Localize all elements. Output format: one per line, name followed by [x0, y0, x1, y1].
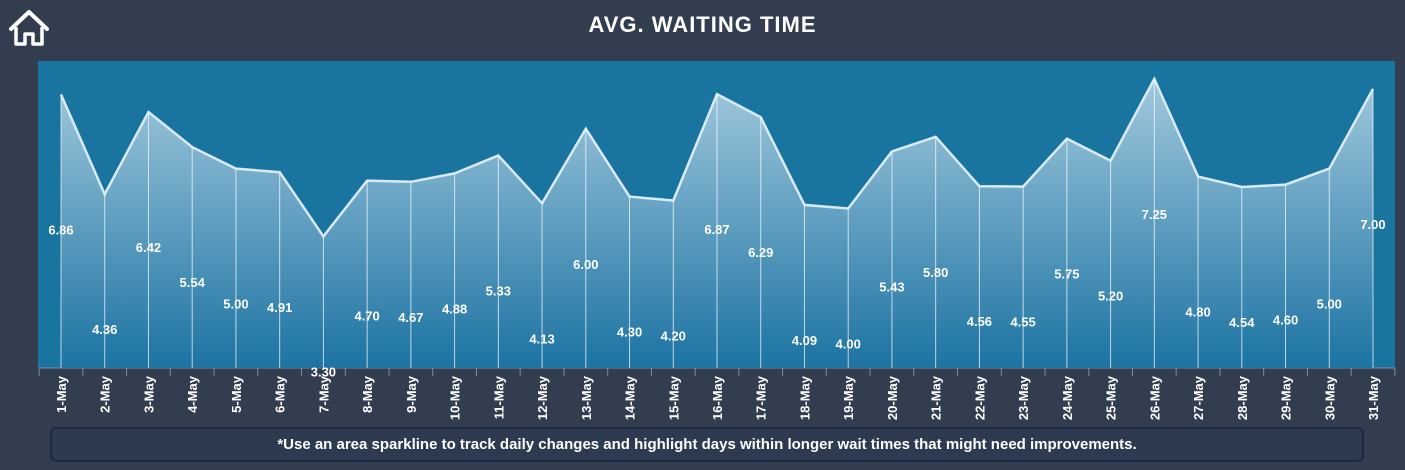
data-label: 4.55 [1010, 315, 1035, 330]
data-label: 5.80 [923, 265, 948, 280]
data-label: 5.20 [1098, 289, 1123, 304]
data-label: 6.00 [573, 257, 598, 272]
waiting-time-chart: 6.86 4.36 6.42 5.54 5.00 4.91 3.30 4.70 4.67 4.88… [38, 61, 1396, 420]
data-label: 5.75 [1054, 267, 1079, 282]
data-label: 7.25 [1142, 207, 1167, 222]
home-icon [9, 10, 49, 46]
x-tick-label: 4-May [185, 375, 200, 413]
page-title: AVG. WAITING TIME [588, 12, 817, 37]
data-label: 5.54 [180, 275, 206, 290]
data-label: 6.87 [704, 222, 729, 237]
x-tick-label: 3-May [141, 375, 156, 413]
data-label: 5.00 [1317, 297, 1342, 312]
data-label: 4.13 [529, 331, 554, 346]
footer-note-text: *Use an area sparkline to track daily ch… [277, 436, 1137, 453]
x-tick-label: 22-May [972, 375, 987, 420]
data-label: 5.33 [486, 283, 511, 298]
data-label: 6.86 [48, 222, 73, 237]
data-label: 4.20 [661, 329, 686, 344]
x-tick-label: 1-May [54, 375, 69, 413]
x-tick-label: 21-May [929, 375, 944, 420]
x-tick-label: 10-May [448, 375, 463, 420]
x-tick-label: 17-May [754, 375, 769, 420]
data-label: 4.36 [92, 322, 117, 337]
x-tick-label: 29-May [1279, 375, 1294, 420]
data-label: 4.88 [442, 301, 467, 316]
x-tick-label: 6-May [273, 375, 288, 413]
data-label: 4.80 [1185, 305, 1210, 320]
x-tick-label: 11-May [491, 375, 506, 419]
x-tick-label: 26-May [1147, 375, 1162, 420]
x-tick-label: 15-May [666, 375, 681, 420]
data-label: 4.54 [1229, 315, 1255, 330]
x-tick-label: 25-May [1104, 375, 1119, 420]
x-tick-label: 5-May [229, 375, 244, 413]
x-tick-label: 12-May [535, 375, 550, 420]
data-label: 4.30 [617, 325, 642, 340]
data-label: 4.60 [1273, 313, 1298, 328]
x-tick-label: 20-May [885, 375, 900, 420]
x-tick-label: 8-May [360, 375, 375, 413]
footer-note: *Use an area sparkline to track daily ch… [50, 427, 1364, 462]
home-button[interactable] [8, 8, 50, 48]
data-label: 4.00 [836, 337, 861, 352]
data-label: 3.30 [311, 364, 336, 379]
data-label: 4.67 [398, 310, 423, 325]
x-tick-label: 23-May [1016, 375, 1031, 420]
x-tick-label: 28-May [1235, 375, 1250, 420]
x-tick-label: 24-May [1060, 375, 1075, 420]
data-label: 4.09 [792, 333, 817, 348]
data-label: 4.70 [354, 309, 379, 324]
x-tick-label: 7-May [316, 375, 331, 413]
x-tick-label: 2-May [98, 375, 113, 413]
data-label: 5.43 [879, 280, 904, 295]
x-tick-label: 18-May [797, 375, 812, 420]
data-label: 5.00 [223, 297, 248, 312]
data-label: 6.42 [136, 240, 161, 255]
x-tick-label: 16-May [710, 375, 725, 420]
x-tick-label: 13-May [579, 375, 594, 420]
x-tick-label: 27-May [1191, 375, 1206, 420]
x-tick-label: 19-May [841, 375, 856, 420]
x-tick-label: 14-May [623, 375, 638, 420]
data-label: 6.29 [748, 245, 773, 260]
chart-area: 6.86 4.36 6.42 5.54 5.00 4.91 3.30 4.70 4.67 4.88… [38, 61, 1396, 420]
x-tick-label: 9-May [404, 375, 419, 413]
data-label: 4.91 [267, 300, 292, 315]
data-label: 7.00 [1360, 217, 1385, 232]
data-label: 4.56 [967, 314, 992, 329]
x-tick-label: 31-May [1366, 375, 1381, 420]
x-tick-label: 30-May [1322, 375, 1337, 420]
